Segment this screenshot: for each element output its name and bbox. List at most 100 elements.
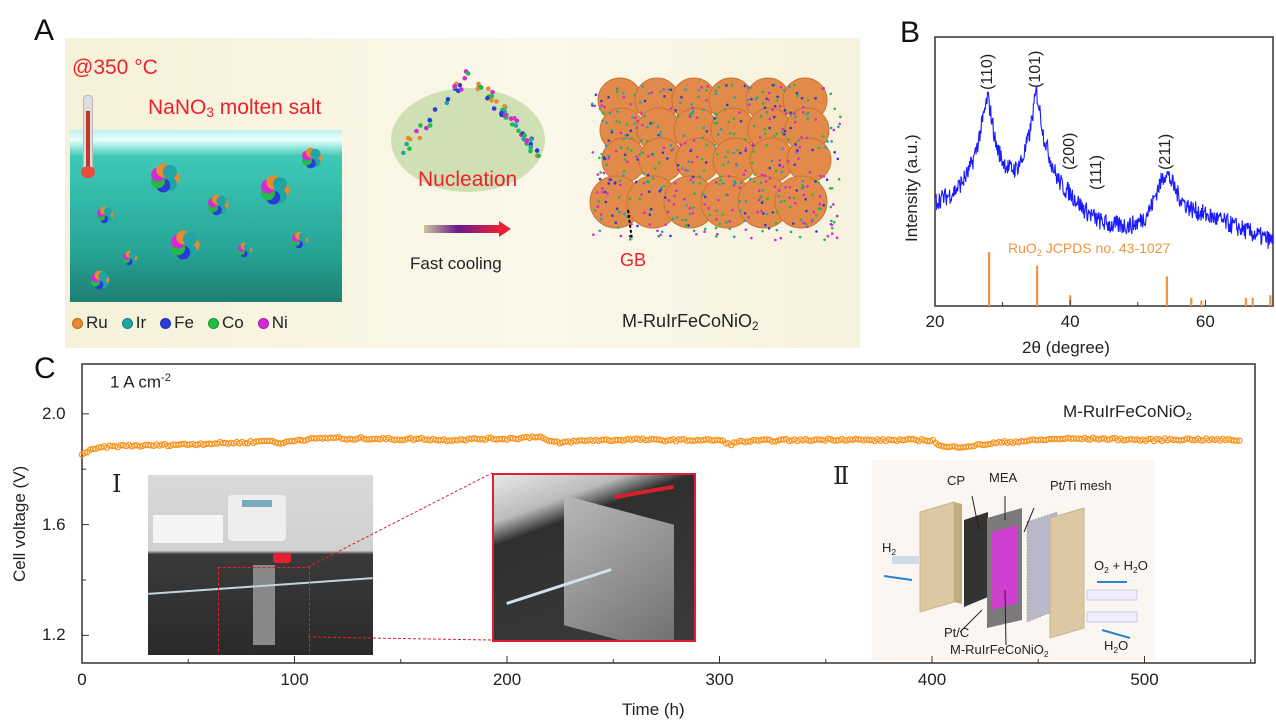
voltage-data-point xyxy=(288,437,296,445)
catalyst-label: M-RuIrFeCoNiO2 xyxy=(950,642,1049,659)
dopant-atom xyxy=(613,182,617,185)
voltage-data-point xyxy=(396,436,403,444)
voltage-data-point xyxy=(1197,437,1205,444)
voltage-data-point xyxy=(874,436,881,443)
dopant-atom xyxy=(795,149,799,152)
dopant-atom xyxy=(760,195,763,199)
dopant-atom xyxy=(707,207,711,210)
voltage-data-point xyxy=(797,436,804,443)
dopant-atom xyxy=(635,126,638,130)
dopant-atom xyxy=(731,208,734,212)
dopant-atom xyxy=(684,218,688,222)
voltage-data-point xyxy=(849,436,856,444)
voltage-data-point xyxy=(183,441,191,448)
voltage-data-point xyxy=(973,441,981,448)
dopant-atom xyxy=(805,136,809,140)
voltage-data-point xyxy=(321,434,329,441)
metal-cluster xyxy=(97,206,114,224)
voltage-data-point xyxy=(857,436,865,443)
dopant-atom xyxy=(691,109,695,113)
voltage-data-point xyxy=(866,436,873,444)
series-legend: M-RuIrFeCoNiO2 xyxy=(1063,402,1192,423)
dopant-atom xyxy=(629,103,632,106)
arrow-head-icon xyxy=(499,221,511,237)
dopant-atom xyxy=(700,158,704,161)
dopant-atom xyxy=(744,199,748,203)
xrd-peak-label: (110) xyxy=(978,53,996,90)
voltage-data-point xyxy=(1059,435,1066,442)
voltage-data-point xyxy=(893,437,901,445)
nucleus-particle xyxy=(414,128,419,134)
dopant-atom xyxy=(775,132,779,136)
zoom-region-box xyxy=(218,567,310,655)
voltage-data-point xyxy=(205,440,213,447)
power-outlets xyxy=(153,515,223,543)
dopant-atom xyxy=(751,143,754,146)
voltage-data-point xyxy=(158,441,166,448)
metal-cluster xyxy=(123,250,138,266)
dopant-atom xyxy=(817,146,821,149)
voltage-series xyxy=(78,433,1243,458)
dopant-atom xyxy=(763,106,767,110)
dopant-atom xyxy=(722,163,725,167)
dopant-atom xyxy=(783,109,787,112)
voltage-data-point xyxy=(150,442,157,450)
dopant-atom xyxy=(634,180,638,184)
dopant-atom xyxy=(616,110,619,113)
nucleus-particle xyxy=(509,122,515,127)
dopant-atom xyxy=(718,182,721,186)
voltage-data-point xyxy=(446,437,453,444)
voltage-data-point xyxy=(100,443,108,450)
voltage-data-point xyxy=(943,443,950,451)
dopant-atom xyxy=(713,121,717,125)
dopant-atom xyxy=(706,85,710,88)
voltage-data-point xyxy=(1018,438,1025,445)
time-x-tick-label: 500 xyxy=(1130,670,1159,689)
dopant-atom xyxy=(738,111,741,114)
dopant-atom xyxy=(791,222,795,225)
voltage-data-point xyxy=(783,435,790,443)
voltage-data-point xyxy=(1100,435,1108,442)
dopant-atom xyxy=(728,227,732,231)
dopant-atom xyxy=(768,117,772,121)
dopant-atom xyxy=(830,186,834,190)
voltage-data-point xyxy=(335,433,343,441)
voltage-data-point xyxy=(830,437,837,444)
voltage-data-point xyxy=(1180,436,1188,443)
dopant-atom xyxy=(674,181,677,185)
nucleus-particle xyxy=(427,123,433,128)
voltage-data-point xyxy=(896,436,903,443)
voltage-data-point xyxy=(623,436,630,443)
dopant-atom xyxy=(774,169,778,173)
dopant-atom xyxy=(715,209,718,213)
voltage-data-point xyxy=(167,442,174,449)
dopant-atom xyxy=(800,135,803,139)
dopant-atom xyxy=(592,233,595,237)
dopant-atom xyxy=(822,203,826,207)
voltage-data-point xyxy=(286,438,293,445)
voltage-data-point xyxy=(385,434,392,442)
voltage-data-point xyxy=(982,441,989,449)
dopant-atom xyxy=(783,129,787,133)
panel-label-c: C xyxy=(34,352,56,385)
voltage-data-point xyxy=(316,434,323,442)
nucleus-particle xyxy=(417,135,423,141)
voltage-data-point xyxy=(1205,436,1213,444)
dopant-atom xyxy=(787,138,791,141)
voltage-data-point xyxy=(1026,437,1033,444)
dopant-atom xyxy=(638,197,641,201)
dopant-atom xyxy=(795,151,798,154)
dopant-atom xyxy=(702,108,705,112)
voltage-data-point xyxy=(1007,438,1014,445)
voltage-data-point xyxy=(404,435,412,442)
voltage-data-point xyxy=(332,434,340,441)
dopant-atom xyxy=(604,200,608,204)
voltage-data-point xyxy=(860,437,868,444)
voltage-data-point xyxy=(937,442,945,449)
dopant-atom xyxy=(676,163,680,167)
voltage-data-point xyxy=(739,437,746,445)
voltage-data-point xyxy=(1172,436,1180,443)
dopant-atom xyxy=(701,136,704,140)
dopant-atom xyxy=(801,183,804,187)
voltage-data-point xyxy=(291,437,298,445)
